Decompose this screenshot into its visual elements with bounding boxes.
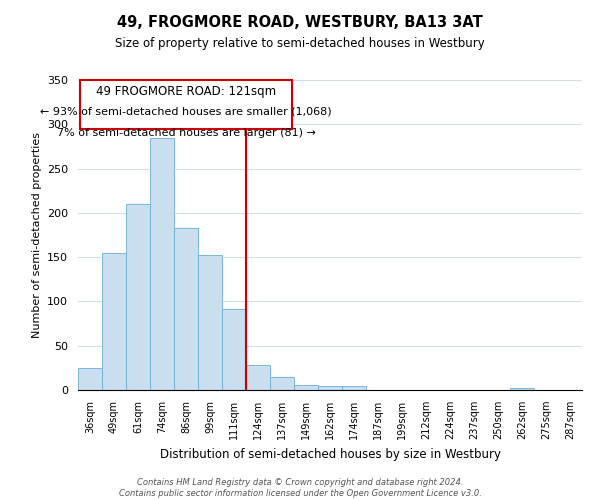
Text: 49, FROGMORE ROAD, WESTBURY, BA13 3AT: 49, FROGMORE ROAD, WESTBURY, BA13 3AT xyxy=(117,15,483,30)
Bar xyxy=(342,386,366,390)
Bar xyxy=(102,252,126,390)
X-axis label: Distribution of semi-detached houses by size in Westbury: Distribution of semi-detached houses by … xyxy=(160,448,500,460)
Text: ← 93% of semi-detached houses are smaller (1,068): ← 93% of semi-detached houses are smalle… xyxy=(40,106,332,117)
Bar xyxy=(78,368,102,390)
Bar xyxy=(222,310,246,390)
Bar xyxy=(150,138,174,390)
FancyBboxPatch shape xyxy=(80,80,292,128)
Bar xyxy=(174,228,198,390)
Text: Contains HM Land Registry data © Crown copyright and database right 2024.
Contai: Contains HM Land Registry data © Crown c… xyxy=(119,478,481,498)
Text: 49 FROGMORE ROAD: 121sqm: 49 FROGMORE ROAD: 121sqm xyxy=(96,84,276,98)
Bar xyxy=(294,384,318,390)
Y-axis label: Number of semi-detached properties: Number of semi-detached properties xyxy=(32,132,41,338)
Text: Size of property relative to semi-detached houses in Westbury: Size of property relative to semi-detach… xyxy=(115,38,485,51)
Bar xyxy=(246,365,270,390)
Text: 7% of semi-detached houses are larger (81) →: 7% of semi-detached houses are larger (8… xyxy=(56,128,316,138)
Bar xyxy=(126,204,150,390)
Bar xyxy=(510,388,534,390)
Bar xyxy=(270,376,294,390)
Bar xyxy=(198,256,222,390)
Bar xyxy=(318,386,342,390)
